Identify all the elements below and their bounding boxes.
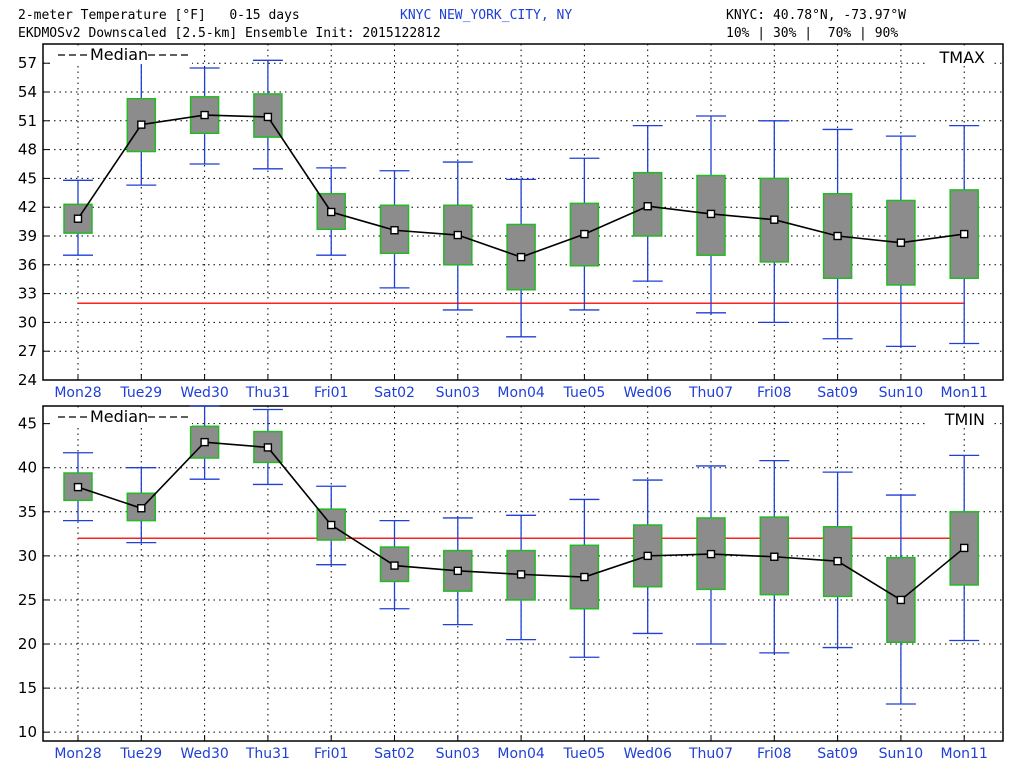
x-tick-label: Mon11 <box>941 385 988 401</box>
x-tick-label: Sat09 <box>817 746 858 762</box>
y-tick-label: 30 <box>18 547 37 565</box>
median-marker <box>960 229 969 239</box>
x-tick-label: Sun03 <box>436 385 480 401</box>
median-marker <box>73 482 83 492</box>
y-tick-label: 20 <box>18 635 37 653</box>
x-tick-label: Sat02 <box>374 746 415 762</box>
y-tick-label: 15 <box>18 679 37 697</box>
panel-title: TMAX <box>939 48 986 67</box>
median-marker <box>200 437 209 447</box>
median-marker <box>643 551 652 561</box>
x-tick-label: Thu07 <box>688 385 733 401</box>
y-tick-label: 39 <box>18 227 37 245</box>
median-marker <box>896 595 906 605</box>
median-marker <box>833 231 842 241</box>
median-marker <box>516 570 526 579</box>
median-marker <box>453 566 462 576</box>
legend-background <box>52 409 192 426</box>
title-background <box>925 47 993 65</box>
x-tick-label: Mon11 <box>941 746 988 762</box>
panel-tmax: 24 27 30 33 36 39 42 45 48 51 54 57 Mon28 Tue29 Wed30 T… <box>18 43 1004 401</box>
y-tick-label: 48 <box>18 141 37 159</box>
x-tick-label: Thu31 <box>245 746 290 762</box>
panel-title: TMIN <box>944 410 985 429</box>
median-marker <box>770 552 779 561</box>
percentile-key: 10% | 30% | 70% | 90% <box>726 26 899 41</box>
y-tick-label: 36 <box>18 256 37 274</box>
x-tick-label: Fri01 <box>314 385 349 401</box>
title-background <box>925 409 993 427</box>
y-tick-label: 45 <box>18 415 37 433</box>
x-tick-label: Sun10 <box>879 385 923 401</box>
box-p30-p70-mon28 <box>63 203 93 234</box>
legend-background <box>52 47 192 64</box>
y-tick-label: 27 <box>18 342 37 360</box>
x-tick-label: Mon04 <box>497 385 544 401</box>
median-marker <box>896 238 906 247</box>
median-marker <box>580 572 589 582</box>
model-run-info: EKDMOSv2 Downscaled [2.5-km] Ensemble In… <box>18 26 441 41</box>
median-marker <box>327 207 336 217</box>
median-marker <box>263 112 273 122</box>
median-marker <box>453 230 462 240</box>
x-tick-label: Tue05 <box>563 746 606 762</box>
median-marker <box>706 209 716 219</box>
x-tick-label: Mon28 <box>54 746 101 762</box>
x-tick-label: Sat09 <box>817 385 858 401</box>
y-tick-label: 35 <box>18 503 37 521</box>
station-name: KNYC NEW_YORK_CITY, NY <box>400 8 573 23</box>
median-marker <box>390 561 399 570</box>
x-tick-label: Thu07 <box>688 746 733 762</box>
x-tick-label: Sun10 <box>879 746 923 762</box>
x-tick-label: Fri08 <box>757 746 792 762</box>
median-marker <box>137 504 146 513</box>
chart-subtitle-variable: 2-meter Temperature [°F] 0-15 days <box>18 8 300 23</box>
median-marker <box>833 556 842 566</box>
y-tick-label: 40 <box>18 459 37 477</box>
median-marker <box>263 443 273 452</box>
x-tick-label: Mon28 <box>54 385 101 401</box>
x-tick-label: Thu31 <box>245 385 290 401</box>
median-marker <box>770 215 779 224</box>
x-tick-label: Tue29 <box>119 385 162 401</box>
median-marker <box>706 549 716 559</box>
x-tick-label: Tue05 <box>563 385 606 401</box>
y-tick-label: 51 <box>18 112 37 130</box>
x-tick-label: Fri08 <box>757 385 792 401</box>
median-marker <box>580 229 589 239</box>
legend-label: Median <box>90 45 148 64</box>
median-marker <box>643 202 652 211</box>
median-marker <box>960 543 969 553</box>
x-tick-label: Fri01 <box>314 746 349 762</box>
plot-frame <box>42 43 1004 381</box>
median-marker <box>137 120 146 129</box>
x-tick-label: Tue29 <box>119 746 162 762</box>
y-tick-label: 25 <box>18 591 37 609</box>
y-tick-label: 57 <box>18 54 37 72</box>
y-tick-label: 45 <box>18 169 37 187</box>
median-marker <box>73 214 83 223</box>
y-tick-label: 24 <box>18 371 37 389</box>
y-tick-label: 54 <box>18 83 37 101</box>
x-tick-label: Wed06 <box>624 746 672 762</box>
median-marker <box>200 110 209 120</box>
x-tick-label: Mon04 <box>497 746 544 762</box>
y-tick-label: 30 <box>18 313 37 331</box>
x-tick-label: Wed30 <box>180 746 228 762</box>
x-tick-label: Sun03 <box>436 746 480 762</box>
panel-tmin: 10 15 20 25 30 35 40 45 Mon28 Tue29 Wed30 Thu31 Fri0… <box>18 405 1004 762</box>
y-tick-label: 42 <box>18 198 37 216</box>
y-tick-label: 33 <box>18 285 37 303</box>
legend-label: Median <box>90 407 148 426</box>
box-p30-p70-wed06 <box>632 171 663 237</box>
x-tick-label: Wed30 <box>180 385 228 401</box>
median-marker <box>390 226 399 235</box>
median-marker <box>516 252 526 262</box>
x-tick-label: Wed06 <box>624 385 672 401</box>
station-coordinates: KNYC: 40.78°N, -73.97°W <box>726 8 907 23</box>
median-marker <box>327 520 336 530</box>
x-tick-label: Sat02 <box>374 385 415 401</box>
y-tick-label: 10 <box>18 723 37 741</box>
